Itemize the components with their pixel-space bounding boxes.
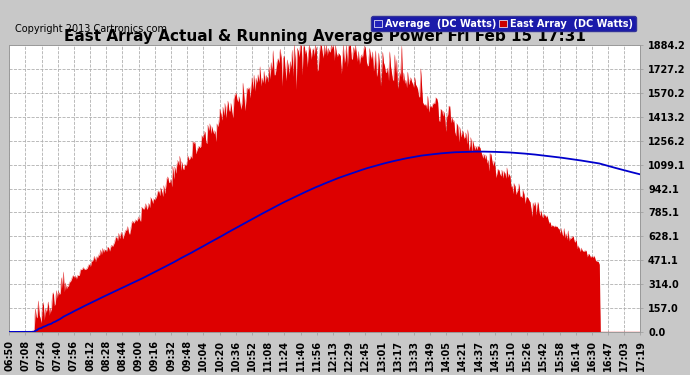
Title: East Array Actual & Running Average Power Fri Feb 15 17:31: East Array Actual & Running Average Powe… bbox=[64, 29, 586, 44]
Legend: Average  (DC Watts), East Array  (DC Watts): Average (DC Watts), East Array (DC Watts… bbox=[371, 16, 635, 32]
Text: Copyright 2013 Cartronics.com: Copyright 2013 Cartronics.com bbox=[15, 24, 168, 34]
